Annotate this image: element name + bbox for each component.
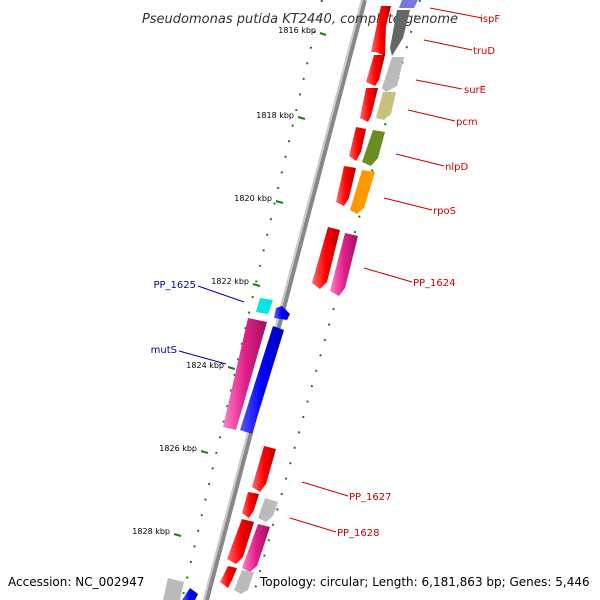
leader-pp1628 [289, 517, 337, 533]
accession-text: Accession: NC_002947 [8, 575, 144, 589]
outer-dotted-ring [181, 0, 323, 600]
gene-label-ispf: ispF [480, 14, 500, 25]
cds-feature [312, 227, 340, 289]
tick-mark [227, 366, 236, 370]
leader-sure [415, 79, 463, 90]
tick-mark [297, 116, 306, 120]
feature-muts-partner [240, 326, 284, 434]
tick-label: 1826 kbp [159, 444, 197, 453]
feature-nlpd [362, 130, 385, 166]
tick-mark [252, 283, 261, 287]
feature-pcm [376, 92, 396, 120]
feature-pp1628-track2 [242, 524, 270, 572]
leader-rpos [383, 197, 433, 211]
cds-feature [274, 306, 290, 320]
cds-feature [349, 127, 366, 161]
gene-label-pcm: pcm [456, 117, 478, 128]
tick-mark [319, 32, 327, 36]
feature-ispf [399, 0, 418, 8]
feature-trud [390, 10, 410, 56]
cds-feature [234, 570, 254, 594]
cds-feature [336, 166, 356, 206]
cds-feature [163, 578, 184, 600]
cds-feature [360, 88, 378, 122]
forward-cds-track [220, 6, 391, 588]
feature-rpos [350, 170, 375, 214]
tick-label: 1816 kbp [278, 26, 316, 35]
cds-feature [227, 519, 254, 564]
tick-label: 1818 kbp [256, 111, 294, 120]
gene-label-pp1624: PP_1624 [413, 278, 456, 289]
cds-feature [252, 446, 276, 492]
leader-pp1625 [197, 285, 245, 303]
tick-label: 1824 kbp [186, 361, 224, 370]
topology-text: Topology: circular; Length: 6,181,863 bp… [259, 575, 590, 589]
feature-sure [382, 57, 404, 92]
genome-backbone [203, 0, 367, 600]
gene-label-pp1628: PP_1628 [337, 528, 380, 539]
gene-label-pp1627: PP_1627 [349, 492, 392, 503]
tick-label: 1828 kbp [132, 527, 170, 536]
gene-label-sure: surE [464, 85, 486, 96]
leader-pcm [407, 109, 456, 122]
cds-feature [220, 566, 237, 588]
leader-muts [178, 350, 227, 365]
feature-pp1624 [330, 233, 358, 296]
feature-pp1625 [256, 298, 273, 314]
cds-feature [182, 588, 198, 600]
gene-label-nlpd: nlpD [445, 162, 468, 173]
gene-label-pp1625: PP_1625 [153, 280, 196, 291]
leader-nlpd [395, 153, 445, 167]
tick-mark [173, 533, 182, 537]
leader-ispf [429, 7, 483, 19]
cds-feature [242, 492, 259, 518]
map-title: Pseudomonas putida KT2440, complete geno… [142, 12, 458, 27]
tick-label: 1820 kbp [234, 194, 272, 203]
cds-feature [371, 6, 391, 56]
feature-muts [223, 318, 267, 430]
feature-pp1627-track2 [258, 498, 278, 522]
gene-label-muts: mutS [151, 345, 177, 356]
leader-pp1624 [363, 267, 413, 283]
cds-feature [366, 55, 385, 86]
scale-ticks: 1816 kbp 1818 kbp 1820 kbp 1822 kbp 1824… [132, 26, 327, 537]
inner-dotted-ring [251, 0, 421, 600]
leader-pp1627 [301, 481, 349, 497]
gene-label-rpos: rpoS [433, 206, 456, 217]
leader-trud [423, 39, 473, 51]
forward-feature-track [234, 0, 418, 594]
genome-backbone-highlight [203, 0, 363, 600]
tick-mark [275, 200, 284, 204]
tick-mark [200, 450, 209, 454]
gene-labels: ispF truD surE pcm nlpD rpoS PP_1624 PP_… [151, 14, 501, 539]
reverse-feature-track [163, 298, 290, 600]
tick-label: 1822 kbp [211, 277, 249, 286]
gene-label-trud: truD [473, 46, 495, 57]
label-leaders [178, 7, 483, 533]
